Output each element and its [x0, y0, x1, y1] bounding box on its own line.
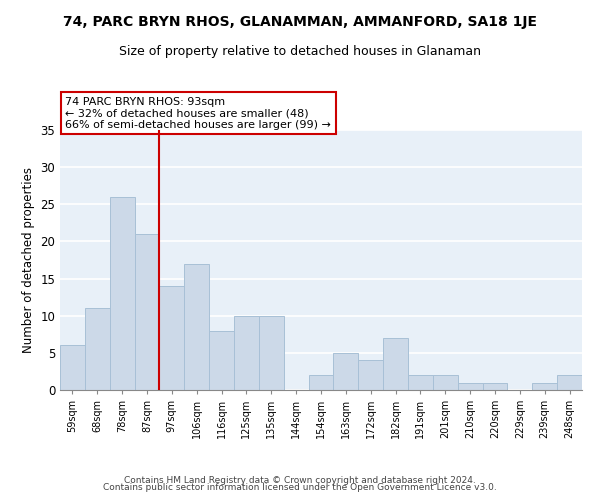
Bar [85, 308, 110, 390]
Bar [482, 382, 508, 390]
Bar [259, 316, 284, 390]
Text: Size of property relative to detached houses in Glanaman: Size of property relative to detached ho… [119, 45, 481, 58]
Bar [458, 382, 482, 390]
Bar [110, 197, 134, 390]
Bar [209, 330, 234, 390]
Text: 74 PARC BRYN RHOS: 93sqm
← 32% of detached houses are smaller (48)
66% of semi-d: 74 PARC BRYN RHOS: 93sqm ← 32% of detach… [65, 97, 331, 130]
Text: Contains HM Land Registry data © Crown copyright and database right 2024.: Contains HM Land Registry data © Crown c… [124, 476, 476, 485]
Text: Contains public sector information licensed under the Open Government Licence v3: Contains public sector information licen… [103, 484, 497, 492]
Bar [334, 353, 358, 390]
Bar [532, 382, 557, 390]
Bar [60, 346, 85, 390]
Bar [557, 375, 582, 390]
Bar [184, 264, 209, 390]
Bar [358, 360, 383, 390]
Y-axis label: Number of detached properties: Number of detached properties [22, 167, 35, 353]
Bar [134, 234, 160, 390]
Bar [383, 338, 408, 390]
Text: 74, PARC BRYN RHOS, GLANAMMAN, AMMANFORD, SA18 1JE: 74, PARC BRYN RHOS, GLANAMMAN, AMMANFORD… [63, 15, 537, 29]
Bar [234, 316, 259, 390]
Bar [408, 375, 433, 390]
Bar [308, 375, 334, 390]
Bar [433, 375, 458, 390]
Bar [160, 286, 184, 390]
